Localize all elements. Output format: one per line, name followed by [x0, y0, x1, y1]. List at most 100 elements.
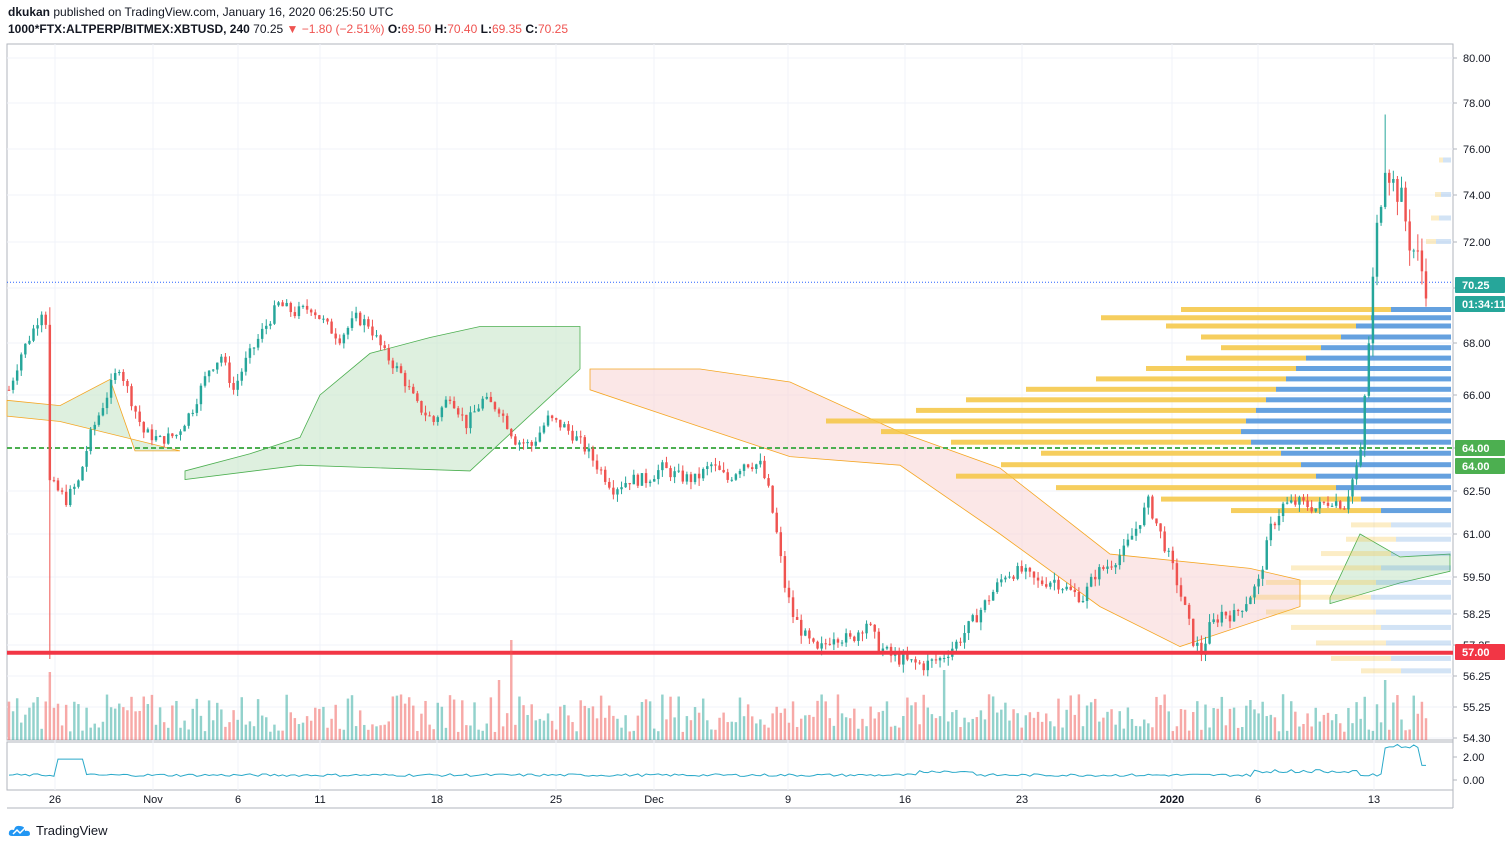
- volume-bar: [1077, 694, 1081, 740]
- volume-bar: [938, 716, 942, 740]
- candle-body: [734, 474, 738, 480]
- volume-bar: [260, 715, 264, 740]
- volume-bar: [750, 716, 754, 740]
- volume-bar: [40, 728, 43, 740]
- volume-bar: [416, 730, 419, 740]
- candle-body: [252, 347, 256, 349]
- candle-body: [199, 385, 203, 405]
- volume-bar: [1375, 704, 1379, 740]
- volume-profile-bar-yellow: [1181, 307, 1391, 312]
- volume-profile-bar-yellow: [966, 397, 1266, 403]
- volume-bar: [1028, 712, 1032, 740]
- candle-body: [832, 639, 836, 645]
- volume-bar: [1334, 714, 1338, 740]
- volume-bar: [971, 718, 974, 740]
- volume-profile-bar-faint: [1401, 668, 1451, 674]
- candle-body: [297, 306, 301, 317]
- volume-profile-bar-blue: [1391, 307, 1451, 312]
- volume-bar: [1126, 707, 1130, 740]
- volume-bar: [1330, 720, 1334, 740]
- candle-body: [640, 473, 644, 486]
- volume-bar: [812, 716, 815, 740]
- volume-bar: [73, 701, 76, 740]
- volume-bar: [367, 729, 370, 740]
- candle-body: [158, 436, 162, 438]
- volume-bar: [840, 713, 844, 740]
- time-tick-label-13: 13: [1368, 794, 1380, 806]
- volume-bar: [885, 701, 889, 740]
- volume-bar: [322, 706, 325, 740]
- candle-body: [105, 397, 109, 409]
- candle-body: [918, 662, 921, 664]
- volume-bar: [350, 695, 354, 740]
- volume-profile-bar-yellow: [881, 429, 1241, 435]
- candle-body: [20, 354, 23, 371]
- candle-body: [559, 419, 562, 428]
- candle-body: [652, 479, 656, 482]
- candle-body: [142, 422, 145, 433]
- candle-body: [1375, 222, 1379, 277]
- volume-bar: [211, 720, 215, 740]
- tradingview-footer[interactable]: TradingView: [8, 822, 108, 838]
- volume-bar: [1143, 719, 1146, 740]
- candle-body: [742, 464, 746, 471]
- candle-body: [224, 356, 227, 363]
- volume-profile-bar-blue: [1361, 496, 1451, 502]
- candle-body: [1028, 567, 1032, 572]
- candle-body: [1273, 523, 1277, 526]
- candle-body: [1081, 600, 1085, 603]
- candle-body: [1241, 610, 1244, 612]
- candle-body: [857, 632, 860, 641]
- volume-bar: [122, 707, 125, 740]
- volume-bar: [452, 699, 456, 740]
- candle-body: [1192, 618, 1195, 646]
- candle-body: [865, 623, 868, 634]
- candle-body: [1126, 539, 1130, 546]
- volume-bar: [1273, 717, 1277, 740]
- volume-profile-bar-blue: [1256, 407, 1451, 413]
- candle-body: [563, 424, 566, 428]
- volume-bar: [632, 730, 636, 740]
- volume-bar: [97, 727, 101, 740]
- volume-bar: [248, 721, 252, 740]
- volume-bar: [714, 729, 717, 740]
- candle-body: [530, 441, 533, 446]
- volume-bar: [701, 698, 705, 740]
- candle-body: [1089, 576, 1093, 587]
- symbol-title[interactable]: 1000*FTX:ALTPERP/BITMEX:XBTUSD, 240: [8, 22, 250, 36]
- volume-profile-bar-yellow: [1026, 386, 1276, 392]
- volume-bar: [791, 701, 795, 740]
- candle-body: [456, 408, 460, 415]
- candle-body: [975, 615, 979, 623]
- candle-body: [1326, 502, 1330, 506]
- candle-body: [787, 587, 791, 598]
- volume-bar: [24, 714, 27, 740]
- volume-bar: [1208, 727, 1211, 740]
- candle-body: [722, 469, 725, 473]
- volume-bar: [991, 696, 995, 740]
- candle-body: [236, 380, 239, 390]
- candle-body: [693, 473, 697, 483]
- candle-body: [326, 318, 329, 322]
- volume-bar: [1302, 723, 1305, 740]
- volume-bar: [142, 696, 145, 740]
- candle-body: [906, 654, 909, 660]
- candle-body: [11, 380, 15, 390]
- candle-body: [101, 408, 105, 416]
- volume-bar: [718, 717, 721, 740]
- candle-body: [571, 430, 574, 441]
- candle-body: [1130, 535, 1134, 540]
- volume-bar: [1057, 698, 1060, 740]
- candle-body: [902, 654, 905, 665]
- volume-bar: [420, 713, 423, 740]
- candle-body: [179, 431, 182, 435]
- candle-body: [767, 478, 770, 486]
- candle-body: [318, 315, 321, 319]
- author-name[interactable]: dkukan: [8, 5, 51, 19]
- volume-profile-bar-faint: [1426, 239, 1436, 244]
- volume-bar: [154, 724, 158, 740]
- candle-body: [122, 371, 125, 381]
- volume-bar: [342, 729, 346, 740]
- volume-bar: [1367, 729, 1371, 740]
